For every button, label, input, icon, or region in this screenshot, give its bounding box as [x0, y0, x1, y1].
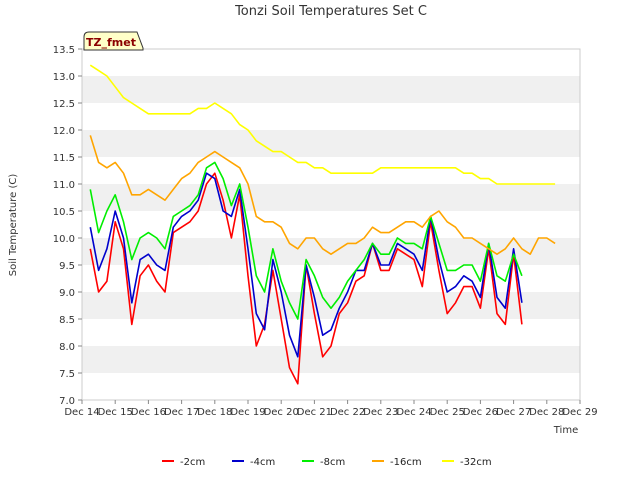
grid-band — [82, 184, 580, 211]
grid-band — [82, 130, 580, 157]
y-tick-label: 9.5 — [59, 261, 75, 272]
legend-label: -4cm — [250, 457, 275, 468]
x-tick-label: Dec 17 — [164, 407, 199, 418]
x-tick-label: Dec 15 — [98, 407, 133, 418]
series-line-16cm — [89, 135, 556, 255]
x-tick-label: Dec 29 — [562, 407, 597, 418]
x-tick-label: Dec 21 — [297, 407, 332, 418]
x-tick-label: Dec 27 — [496, 407, 531, 418]
legend-label: -32cm — [460, 457, 492, 468]
x-tick-label: Dec 19 — [230, 407, 265, 418]
y-tick-label: 7.5 — [59, 369, 75, 380]
x-tick-label: Dec 28 — [529, 407, 564, 418]
grid-band — [82, 238, 580, 265]
annotation-box: TZ_fmet — [83, 31, 144, 51]
y-tick-label: 9.0 — [59, 288, 75, 299]
x-tick-label: Dec 20 — [264, 407, 299, 418]
y-tick-label: 8.0 — [59, 342, 75, 353]
annotation-box-shape — [83, 31, 144, 51]
x-tick-label: Dec 22 — [330, 407, 365, 418]
y-tick-label: 13.5 — [53, 45, 75, 56]
grid-band — [82, 346, 580, 373]
series-lines — [89, 64, 556, 385]
y-axis-label: Soil Temperature (C) — [8, 174, 19, 277]
x-tick-label: Dec 14 — [64, 407, 99, 418]
x-axis-label: Time — [553, 425, 578, 436]
y-tick-label: 7.0 — [59, 396, 75, 407]
x-tick-label: Dec 25 — [430, 407, 465, 418]
grid-band — [82, 76, 580, 103]
y-tick-label: 11.0 — [53, 180, 75, 191]
x-tick-label: Dec 26 — [463, 407, 498, 418]
x-tick-label: Dec 18 — [197, 407, 232, 418]
chart-title: Tonzi Soil Temperatures Set C — [234, 4, 427, 19]
y-axis-ticks: 7.0 7.5 8.0 8.5 9.0 9.5 10.0 10.5 11.0 11.5 12.0 12… — [53, 45, 82, 407]
y-tick-label: 13.0 — [53, 72, 75, 83]
annotation-label: TZ_fmet — [86, 36, 136, 49]
legend: -2cm -4cm -8cm -16cm -32cm — [162, 457, 492, 468]
y-tick-label: 10.5 — [53, 207, 75, 218]
plot-frame — [81, 48, 581, 401]
series-line-8cm — [89, 161, 523, 320]
x-tick-label: Dec 24 — [396, 407, 431, 418]
legend-label: -2cm — [180, 457, 205, 468]
y-tick-label: 12.5 — [53, 99, 75, 110]
y-tick-label: 10.0 — [53, 234, 75, 245]
y-tick-label: 12.0 — [53, 126, 75, 137]
legend-label: -8cm — [320, 457, 345, 468]
x-tick-label: Dec 23 — [363, 407, 398, 418]
y-tick-label: 11.5 — [53, 153, 75, 164]
y-tick-label: 8.5 — [59, 315, 75, 326]
legend-label: -16cm — [390, 457, 422, 468]
x-tick-label: Dec 16 — [131, 407, 166, 418]
series-line-32cm — [89, 64, 556, 185]
